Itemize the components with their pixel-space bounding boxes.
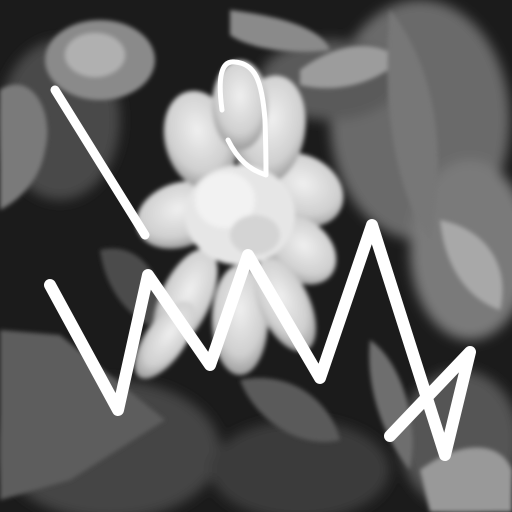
- flower: [134, 60, 344, 379]
- dried-bud: [45, 20, 155, 100]
- leaf-lower-mid: [240, 378, 340, 442]
- leaf-bottom-left: [0, 330, 165, 500]
- leaf-right-large: [387, 10, 438, 240]
- leaf-top-center: [230, 10, 330, 52]
- leaves: [0, 10, 512, 512]
- leaf-top-right: [300, 46, 400, 89]
- stroke-zigzag: [44, 219, 476, 461]
- stroke-diagonal: [50, 85, 150, 240]
- white-strokes: [44, 59, 476, 461]
- leaf-left-top: [0, 84, 48, 210]
- leaf-bottom-right-light: [420, 447, 512, 512]
- leaf-lower-right: [369, 340, 413, 470]
- leaf-right-light: [440, 220, 503, 310]
- stroke-loop: [217, 59, 269, 178]
